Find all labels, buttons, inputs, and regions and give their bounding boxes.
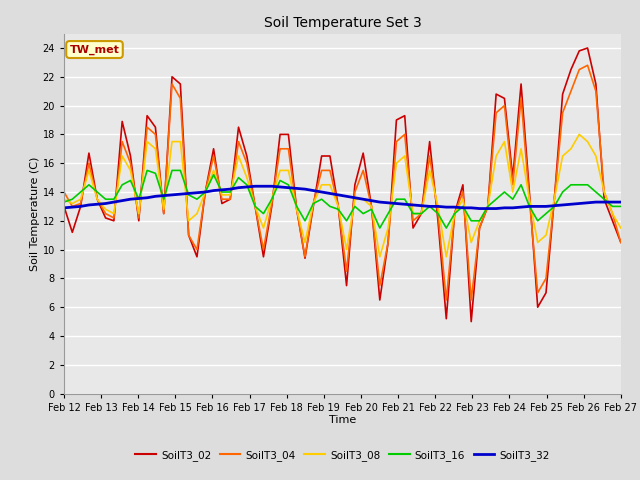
SoilT3_02	[559, 91, 566, 97]
SoilT3_16	[575, 182, 583, 188]
SoilT3_04	[584, 62, 591, 68]
SoilT3_32	[584, 200, 591, 205]
Y-axis label: Soil Temperature (C): Soil Temperature (C)	[29, 156, 40, 271]
Line: SoilT3_16: SoilT3_16	[64, 170, 621, 228]
SoilT3_16	[143, 168, 151, 173]
SoilT3_04	[509, 182, 516, 188]
SoilT3_02	[584, 45, 591, 51]
SoilT3_32	[252, 183, 259, 189]
SoilT3_08	[567, 146, 575, 152]
SoilT3_16	[476, 218, 483, 224]
Text: TW_met: TW_met	[70, 44, 120, 55]
SoilT3_16	[617, 204, 625, 209]
SoilT3_32	[617, 199, 625, 205]
SoilT3_08	[376, 254, 383, 260]
SoilT3_32	[517, 204, 525, 210]
Title: Soil Temperature Set 3: Soil Temperature Set 3	[264, 16, 421, 30]
SoilT3_08	[442, 254, 450, 260]
Line: SoilT3_04: SoilT3_04	[64, 65, 621, 300]
SoilT3_16	[584, 182, 591, 188]
SoilT3_08	[60, 196, 68, 202]
Line: SoilT3_02: SoilT3_02	[64, 48, 621, 322]
SoilT3_32	[467, 205, 475, 211]
SoilT3_04	[442, 297, 450, 303]
X-axis label: Time: Time	[329, 415, 356, 425]
SoilT3_32	[442, 204, 450, 210]
SoilT3_04	[617, 240, 625, 245]
SoilT3_08	[559, 153, 566, 159]
SoilT3_32	[575, 201, 583, 206]
SoilT3_04	[467, 297, 475, 303]
SoilT3_32	[60, 205, 68, 211]
SoilT3_02	[434, 218, 442, 224]
SoilT3_16	[451, 211, 458, 216]
Line: SoilT3_08: SoilT3_08	[64, 134, 621, 257]
SoilT3_08	[617, 225, 625, 231]
Legend: SoilT3_02, SoilT3_04, SoilT3_08, SoilT3_16, SoilT3_32: SoilT3_02, SoilT3_04, SoilT3_08, SoilT3_…	[131, 445, 554, 465]
SoilT3_02	[467, 319, 475, 324]
SoilT3_16	[567, 182, 575, 188]
SoilT3_08	[575, 132, 583, 137]
SoilT3_04	[434, 211, 442, 216]
SoilT3_02	[60, 204, 68, 209]
SoilT3_08	[467, 240, 475, 245]
SoilT3_04	[559, 110, 566, 116]
SoilT3_02	[459, 182, 467, 188]
SoilT3_02	[575, 48, 583, 54]
SoilT3_16	[517, 182, 525, 188]
SoilT3_04	[575, 67, 583, 72]
SoilT3_02	[617, 240, 625, 245]
SoilT3_32	[567, 201, 575, 207]
SoilT3_04	[60, 189, 68, 195]
Line: SoilT3_32: SoilT3_32	[64, 186, 621, 208]
SoilT3_08	[584, 139, 591, 144]
SoilT3_16	[60, 199, 68, 205]
SoilT3_02	[567, 67, 575, 72]
SoilT3_16	[376, 225, 383, 231]
SoilT3_04	[567, 88, 575, 94]
SoilT3_08	[509, 189, 516, 195]
SoilT3_32	[476, 205, 483, 211]
SoilT3_02	[509, 175, 516, 180]
